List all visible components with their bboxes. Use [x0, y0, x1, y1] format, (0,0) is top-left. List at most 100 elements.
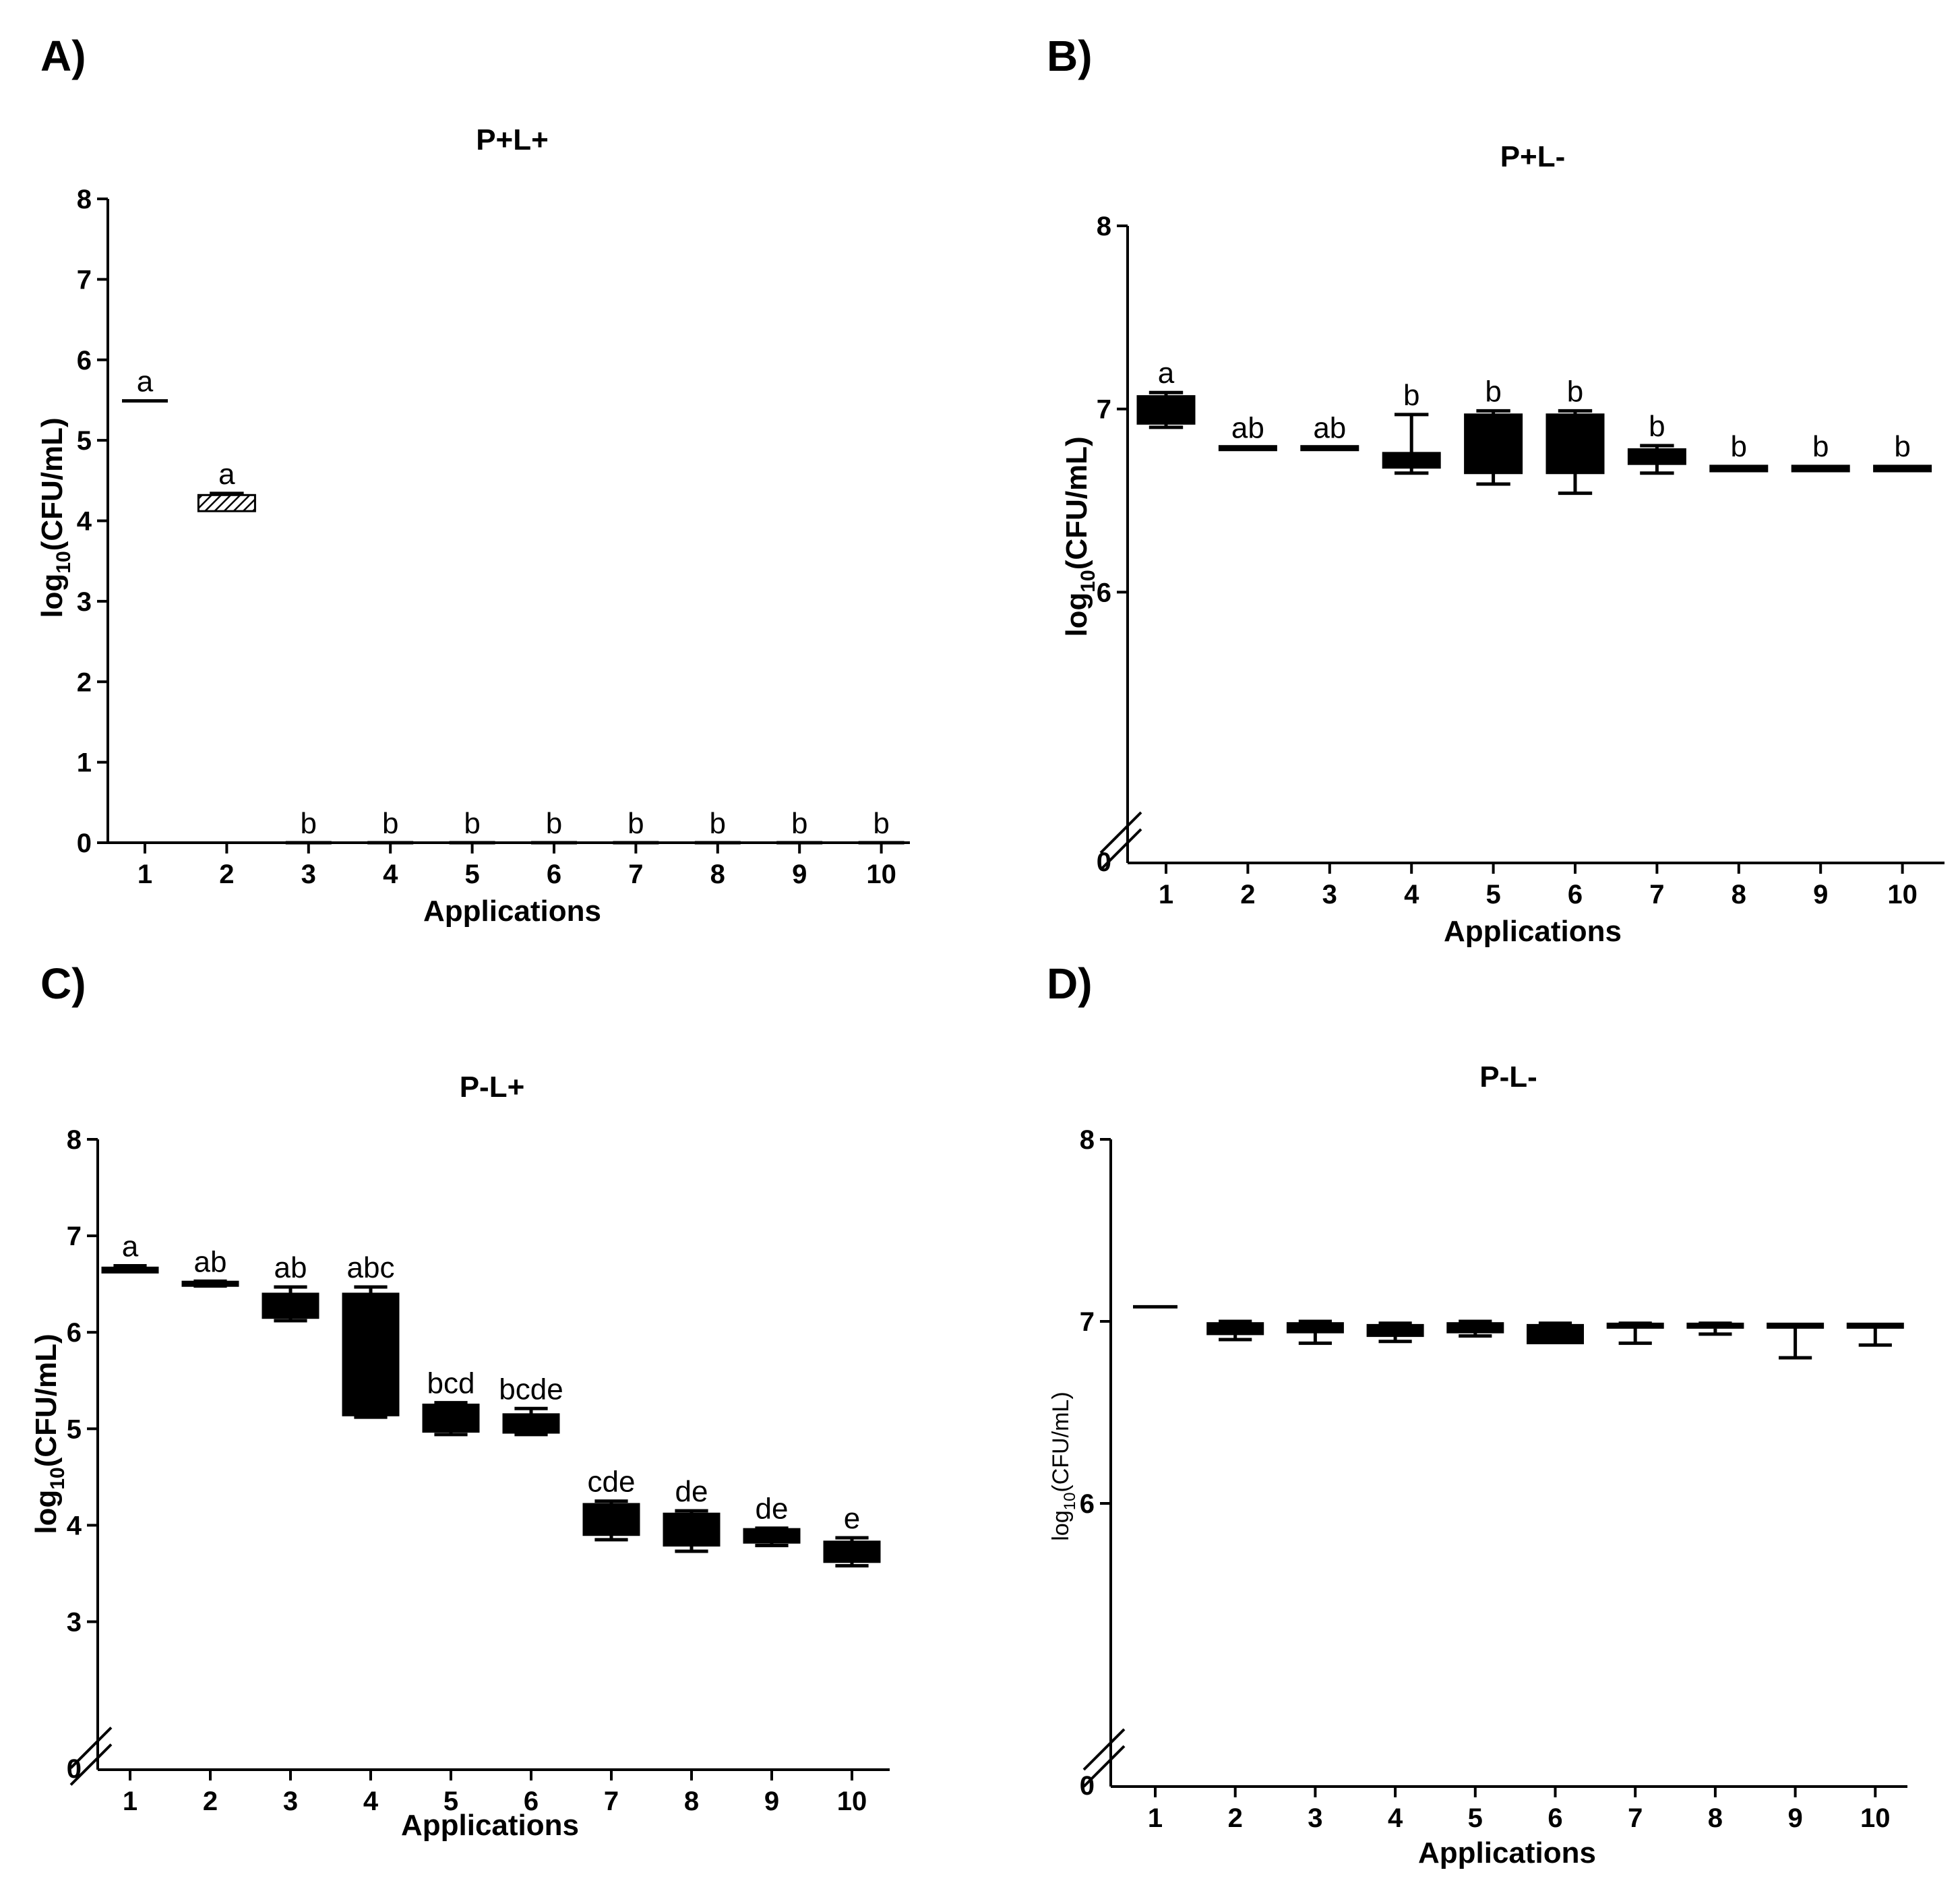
panel-b-y-tick-label-zero: 0 [1097, 847, 1111, 877]
panel-a-y-tick-label: 1 [77, 748, 92, 778]
panel-c-significance-label: abc [347, 1251, 395, 1284]
panel-a-significance-label: b [301, 807, 317, 840]
panel-b-significance-label: b [1731, 430, 1747, 463]
panel-c-box [342, 1292, 400, 1416]
panel-b-plot: 6 7 8 0 1 2 3 4 5 6 7 8 9 10 a ab ab b b b b b b b [1097, 212, 1944, 909]
panel-d-x-tick-label: 6 [1548, 1803, 1562, 1833]
panel-d-box [1846, 1322, 1904, 1329]
panel-b-letter: B) [1047, 32, 1093, 80]
panel-c-box [181, 1280, 239, 1287]
panel-c-y-tick-label-zero: 0 [67, 1754, 82, 1784]
panel-d-plot: 6 7 8 0 1 2 3 4 5 6 7 8 9 10 [1080, 1125, 1907, 1833]
panel-c-box [743, 1528, 801, 1544]
panel-a-y-tick-label: 3 [77, 587, 92, 617]
panel-d-axis-break-mark [1082, 1728, 1126, 1771]
panel-c-x-axis-title: Applications [401, 1809, 579, 1842]
panel-d-box [1286, 1322, 1344, 1334]
panel-c-significance-label: a [122, 1230, 139, 1263]
panel-d-x-tick-label: 1 [1148, 1803, 1163, 1833]
panel-b-x-tick-label: 4 [1404, 880, 1419, 909]
panel-b-box [1873, 465, 1932, 473]
panel-c-significance-label: de [675, 1475, 708, 1508]
panel-b-significance-label: b [1403, 379, 1419, 412]
panel-b-box [1627, 448, 1686, 465]
panel-c-axis-break-mark [69, 1743, 113, 1786]
panel-d-x-tick-label: 9 [1787, 1803, 1802, 1833]
panel-c-x-tick-label: 1 [123, 1787, 137, 1816]
panel-a-y-tick-label: 0 [77, 829, 92, 858]
panel-c-plot: 3 4 5 6 7 8 0 1 2 3 4 5 6 7 8 9 10 a ab ab abc bcd bcde cde de de… [67, 1125, 890, 1816]
panel-b-axis-break-mark [1099, 828, 1142, 871]
panel-d-x-tick-label: 4 [1388, 1803, 1403, 1833]
panel-c-significance-label: bcd [427, 1367, 475, 1400]
panel-d-box [1767, 1322, 1825, 1329]
panel-d-box [1527, 1323, 1584, 1344]
panel-b-box [1791, 465, 1850, 473]
panel-d-axis-break-mark [1082, 1745, 1126, 1788]
panel-b-box [1464, 413, 1523, 475]
panel-d-box [1366, 1323, 1424, 1338]
panel-c-x-tick-label: 2 [203, 1787, 218, 1816]
panel-a-significance-label: a [137, 365, 154, 398]
panel-c-box [101, 1266, 159, 1274]
panel-a-x-tick-label: 2 [219, 860, 234, 889]
panel-a-y-axis-unit: (CFU/mL) [36, 417, 69, 551]
panel-a-x-tick-label: 7 [628, 860, 643, 889]
panel-d-x-tick-label: 2 [1228, 1803, 1243, 1833]
panel-d-y-axis-subscript: 10 [1061, 1493, 1079, 1511]
panel-c-y-tick-label: 8 [67, 1125, 82, 1155]
panel-b-y-tick-label: 8 [1097, 212, 1111, 241]
panel-c-axis-break-mark [69, 1727, 113, 1769]
panel-b-box [1300, 445, 1359, 452]
panel-b-y-tick-label: 6 [1097, 578, 1111, 607]
panel-d-box [1206, 1322, 1264, 1336]
panel-c-x-tick-label: 4 [363, 1787, 379, 1816]
panel-a-significance-label: b [627, 807, 644, 840]
panel-c-y-tick-label: 3 [67, 1608, 82, 1638]
panel-c: C) P-L+ 3 4 5 6 7 8 0 1 2 3 4 5 6 7 8 9 10 a ab ab abc bcd bcd… [30, 959, 890, 1842]
panel-c-box [823, 1540, 881, 1563]
panel-a-y-tick-label: 5 [77, 426, 92, 456]
panel-d-letter: D) [1047, 959, 1093, 1008]
panel-d-x-tick-label: 8 [1708, 1803, 1723, 1833]
panel-d-x-axis-title: Applications [1418, 1836, 1596, 1869]
panel-a-x-tick-label: 8 [710, 860, 725, 889]
panel-c-x-tick-label: 7 [604, 1787, 619, 1816]
panel-a: A) P+L+ 0 1 2 3 4 5 6 7 8 1 2 3 4 5 6 7 8 9 10 a a b b b b b b b b A… [36, 32, 910, 928]
panel-c-x-tick-label: 10 [837, 1787, 867, 1816]
panel-c-box [502, 1413, 560, 1434]
panel-b-y-axis-title: log10(CFU/mL) [1060, 436, 1099, 636]
panel-c-y-tick-label: 4 [67, 1511, 82, 1540]
panel-c-y-axis-subscript: 10 [47, 1467, 69, 1489]
panel-d-y-tick-label-zero: 0 [1080, 1771, 1095, 1801]
panel-b: B) P+L- 6 7 8 0 1 2 3 4 5 6 7 8 9 10 a ab ab b b b b b b b Appl… [1047, 32, 1944, 948]
panel-a-x-tick-label: 6 [547, 860, 561, 889]
panel-b-significance-label: b [1485, 375, 1501, 408]
panel-a-y-axis-subscript: 10 [53, 551, 75, 573]
panel-b-x-tick-label: 6 [1568, 880, 1583, 909]
panel-a-letter: A) [40, 32, 86, 80]
panel-d-y-tick-label: 7 [1080, 1307, 1095, 1337]
panel-c-title: P-L+ [460, 1071, 525, 1104]
panel-a-significance-label: b [873, 807, 889, 840]
panel-b-x-tick-label: 2 [1240, 880, 1255, 909]
panel-a-y-tick-label: 7 [77, 265, 92, 295]
panel-d-box [1606, 1322, 1664, 1329]
panel-b-x-tick-label: 9 [1813, 880, 1828, 909]
panel-c-letter: C) [40, 959, 86, 1008]
panel-c-significance-label: ab [194, 1245, 227, 1278]
panel-d-box [1446, 1322, 1504, 1334]
panel-c-significance-label: ab [274, 1251, 307, 1284]
panel-a-significance-label: b [382, 807, 398, 840]
panel-b-x-tick-label: 3 [1322, 880, 1337, 909]
panel-b-y-axis-subscript: 10 [1077, 570, 1099, 592]
panel-b-title: P+L- [1500, 140, 1566, 173]
panel-a-x-axis-title: Applications [423, 895, 601, 928]
panel-a-plot: 0 1 2 3 4 5 6 7 8 1 2 3 4 5 6 7 8 9 10 a a b b b b b b b b [77, 185, 910, 889]
panel-b-significance-label: ab [1313, 412, 1346, 445]
panel-b-x-tick-label: 7 [1649, 880, 1664, 909]
panel-b-x-tick-label: 10 [1887, 880, 1918, 909]
panel-c-x-tick-label: 8 [684, 1787, 699, 1816]
panel-b-box [1709, 465, 1769, 473]
